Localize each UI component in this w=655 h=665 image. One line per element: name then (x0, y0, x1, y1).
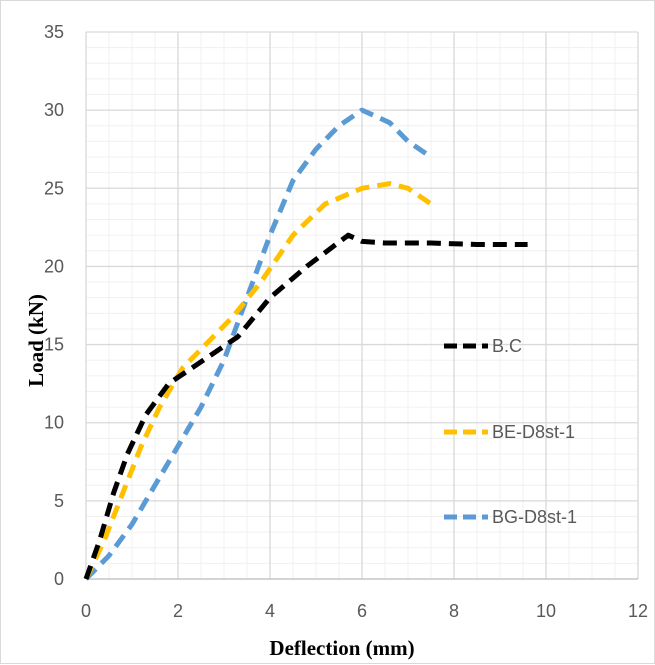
series-lines (83, 107, 528, 581)
y-tick-label: 10 (44, 413, 64, 433)
x-tick-label: 12 (628, 601, 648, 621)
legend-label: BE-D8st-1 (492, 422, 575, 442)
x-tick-label: 8 (449, 601, 459, 621)
legend-label: BG-D8st-1 (492, 507, 577, 527)
series-line-2 (84, 107, 433, 581)
x-tick-label: 0 (81, 601, 91, 621)
y-tick-label: 20 (44, 256, 64, 276)
y-axis-title: Load (kN) (24, 294, 48, 387)
y-tick-label: 0 (54, 569, 64, 589)
y-tick-label: 35 (44, 22, 64, 42)
gridlines (85, 31, 639, 580)
legend-label: B.C (492, 336, 522, 356)
y-tick-label: 15 (44, 335, 64, 355)
series-line-0 (83, 232, 528, 580)
y-tick-label: 25 (44, 178, 64, 198)
x-axis-title: Deflection (mm) (269, 636, 414, 660)
tick-labels: 0 2 4 6 8 10 12 0 5 10 15 20 25 30 35 (44, 22, 648, 621)
x-tick-label: 4 (265, 601, 275, 621)
x-tick-label: 6 (357, 601, 367, 621)
x-tick-label: 10 (536, 601, 556, 621)
y-tick-label: 5 (54, 491, 64, 511)
legend: B.C BE-D8st-1 BG-D8st-1 (444, 336, 577, 527)
x-tick-label: 2 (173, 601, 183, 621)
series-line-1 (83, 181, 433, 581)
y-tick-label: 30 (44, 100, 64, 120)
